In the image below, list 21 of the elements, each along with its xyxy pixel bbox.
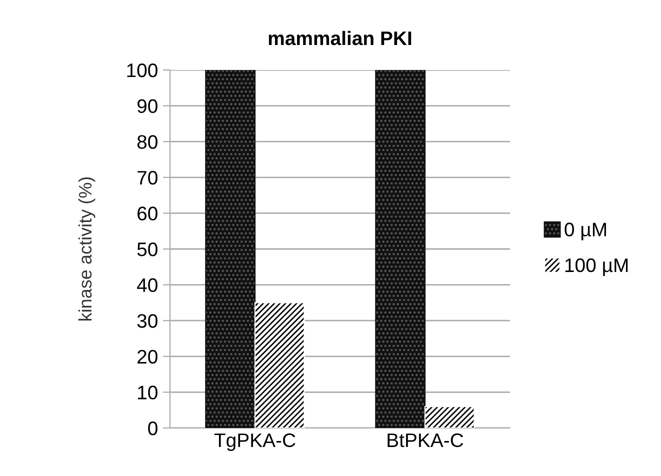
x-tick-label: TgPKA-C [214,433,296,451]
x-tick-label: BtPKA-C [388,433,464,448]
legend-label: 100 µM [565,258,628,276]
y-tick-label: 60 [138,206,158,220]
bar [254,302,305,428]
y-tick-label: 80 [137,135,158,149]
legend-label: 0 µM [564,222,606,240]
y-tick-label: 90 [137,99,158,114]
y-tick-label: 10 [138,386,158,400]
y-tick-label: 30 [137,314,158,328]
y-tick-label: 70 [138,170,158,185]
chart-title: mammalian PKI [268,30,412,46]
y-tick-label: 50 [137,242,158,256]
bar [375,70,426,428]
bar [424,406,475,428]
bar [205,70,256,428]
y-tick-label: 100 [127,63,158,78]
y-tick-label: 20 [138,350,158,364]
y-axis-title: kinase activity (%) [78,177,96,321]
y-tick-label: 40 [137,278,158,292]
y-tick-label: 0 [148,421,158,436]
